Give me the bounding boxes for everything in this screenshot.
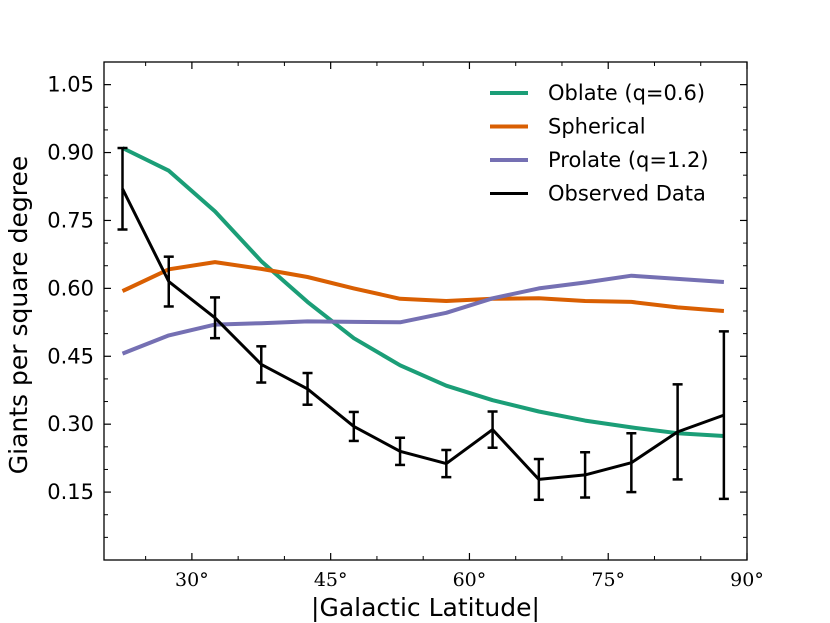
error-bar: [302, 371, 313, 406]
legend: Oblate (q=0.6) Spherical Prolate (q=1.2) Ob…: [490, 81, 709, 206]
error-bar: [718, 330, 729, 501]
legend-label-prolate-q-1-2: Prolate (q=1.2): [548, 148, 709, 172]
y-tick-label: 0.45: [47, 344, 94, 368]
x-axis-title: |Galactic Latitude|: [311, 593, 540, 622]
series-line-oblate-q-0-6: [121, 146, 725, 438]
error-bar: [163, 255, 174, 308]
y-tick-label: 0.30: [47, 412, 94, 436]
error-bar: [256, 345, 267, 384]
error-bar: [626, 431, 637, 494]
axis-ticks: 0.15 0.30 0.45 0.60 0.75 0.90 1.05 30° 45° 60° 75°…: [47, 61, 764, 591]
error-bar: [672, 383, 683, 481]
error-bar: [441, 448, 452, 479]
series-line-spherical: [121, 260, 725, 313]
x-tick-label: 60°: [453, 569, 487, 591]
error-bar: [395, 436, 406, 467]
plot-frame: [103, 61, 748, 561]
y-tick-label: 0.15: [47, 480, 94, 504]
error-bar: [533, 457, 544, 502]
y-axis-title: Giants per square degree: [4, 156, 33, 474]
x-tick-label: 30°: [175, 569, 209, 591]
x-tick-label: 90°: [730, 569, 764, 591]
x-tick-label: 75°: [591, 569, 625, 591]
x-tick-label: 45°: [314, 569, 348, 591]
legend-label-observed-data: Observed Data: [548, 182, 706, 206]
plot-area: [117, 146, 729, 502]
series-line-observed-data: [121, 188, 725, 481]
y-tick-label: 0.90: [47, 141, 94, 165]
error-bar: [210, 296, 221, 340]
y-tick-label: 0.60: [47, 276, 94, 300]
error-bar: [580, 451, 591, 499]
y-tick-label: 1.05: [47, 73, 94, 97]
y-tick-label: 0.75: [47, 208, 94, 232]
legend-label-oblate-q-0-6: Oblate (q=0.6): [548, 81, 705, 105]
error-bar: [348, 410, 359, 443]
error-bar: [487, 410, 498, 449]
error-bar: [117, 146, 128, 231]
legend-label-spherical: Spherical: [548, 115, 646, 139]
